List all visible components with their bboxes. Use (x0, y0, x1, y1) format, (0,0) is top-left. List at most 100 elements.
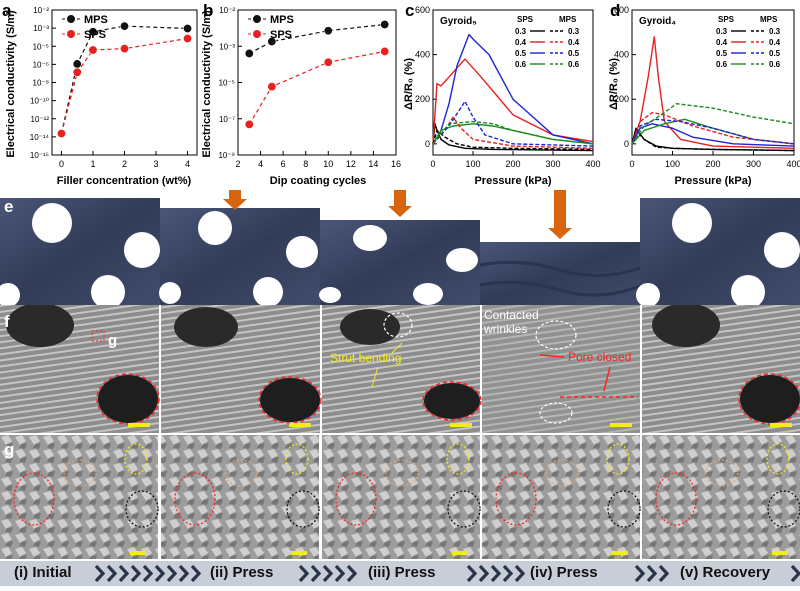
y-tick-label: 10⁻⁵ (219, 79, 235, 88)
stage-press-1: (ii) Press (210, 564, 274, 581)
legend-sps: SPS (84, 29, 106, 41)
legend-sps-marker (67, 30, 75, 38)
x-tick-label: 10 (323, 159, 333, 169)
x-tick-label: 14 (368, 159, 378, 169)
gyroid-press-1 (159, 190, 320, 305)
data-point-MPS (267, 37, 277, 47)
y-tick-label: 200 (614, 94, 629, 104)
data-point-SPS (380, 46, 390, 56)
panel-label-b: b (203, 1, 213, 20)
stage-recovery: (v) Recovery (680, 564, 771, 581)
stage-press-3: (iv) Press (530, 564, 598, 581)
legend-value-mps: 0.5 (769, 49, 781, 58)
x-tick-label: 0 (59, 159, 64, 169)
sem-f-press-1 (161, 305, 322, 433)
f-inset-label: g (108, 332, 117, 349)
chart-c-xlabel: Pressure (kPa) (474, 175, 551, 187)
series-line-MPS-0.4 (432, 116, 594, 150)
chart-c-ylabel: ΔR/R₀ (%) (403, 58, 415, 110)
chart-a: a Electrical conductivity (S/m) Filler c… (2, 1, 198, 187)
series-line-MPS-0.6 (631, 102, 795, 145)
legend-header-sps: SPS (718, 15, 735, 24)
chart-a-xlabel: Filler concentration (wt%) (57, 175, 192, 187)
y-tick-label: 10⁻³ (219, 42, 235, 51)
chart-d: d ΔR/R₀ (%) Pressure (kPa) Gyroid₄ 0 100 2… (608, 1, 800, 187)
data-point-MPS (88, 27, 98, 37)
data-point-MPS (120, 21, 130, 31)
stage-bar (0, 561, 800, 586)
series-line-SPS-0.5 (631, 123, 795, 147)
x-tick-label: 2 (235, 159, 240, 169)
legend-header-sps: SPS (517, 15, 534, 24)
y-tick-label: 400 (415, 50, 430, 60)
legend-value-sps: 0.4 (515, 38, 527, 47)
legend-mps: MPS (84, 14, 108, 26)
legend-value-sps: 0.6 (716, 60, 728, 69)
y-tick-label: 10⁻¹⁵ (30, 151, 49, 160)
series-line-SPS-0.4 (432, 58, 594, 144)
x-tick-label: 1 (90, 159, 95, 169)
legend-value-mps: 0.4 (769, 38, 781, 47)
sem-highmag-row: g (0, 435, 800, 559)
series-line-SPS-0.4 (631, 36, 795, 150)
chart-b-frame (237, 9, 397, 156)
legend-header-mps: MPS (760, 15, 778, 24)
gyroid-initial: e (0, 197, 160, 305)
series-line-SPS (248, 50, 385, 125)
legend-mps-marker (67, 15, 75, 23)
gyroid-press-2 (319, 190, 480, 305)
compression-arrow-2 (388, 190, 412, 217)
x-tick-label: 300 (746, 159, 761, 169)
panel-label-a: a (2, 1, 12, 20)
sem-g-tile-2 (161, 435, 320, 559)
chart-b: b Electrical conductivity (S/m) Dip coat… (201, 1, 401, 187)
legend-value-sps: 0.4 (716, 38, 728, 47)
legend-value-sps: 0.6 (515, 60, 527, 69)
sem-f-press-3: Contacted wrinkles Pore closed (482, 305, 640, 433)
y-tick-label: 10⁻⁶ (33, 60, 49, 69)
y-tick-label: 10⁻³ (33, 24, 49, 33)
series-line-MPS-0.5 (432, 100, 594, 147)
x-tick-label: 200 (505, 159, 520, 169)
x-tick-label: 8 (303, 159, 308, 169)
data-point-MPS (380, 19, 390, 29)
panel-label-g: g (4, 440, 14, 459)
sem-f-press-2: Strut bending (322, 305, 482, 433)
legend-header-mps: MPS (559, 15, 577, 24)
series-line-MPS-0.5 (631, 118, 795, 145)
series-line-SPS-0.5 (432, 33, 594, 145)
x-tick-label: 300 (545, 159, 560, 169)
series-line-MPS (60, 25, 188, 134)
x-tick-label: 200 (705, 159, 720, 169)
x-tick-label: 12 (346, 159, 356, 169)
legend-b-sps: SPS (270, 29, 292, 41)
gyroid-recovery (636, 198, 800, 305)
y-tick-label: 0 (624, 139, 629, 149)
panel-label-d: d (610, 1, 620, 20)
legend-value-mps: 0.3 (769, 27, 781, 36)
chart-b-ylabel: Electrical conductivity (S/m) (201, 10, 213, 158)
scale-bar (128, 423, 150, 427)
x-tick-label: 16 (391, 159, 401, 169)
x-tick-label: 400 (786, 159, 800, 169)
x-tick-label: 3 (154, 159, 159, 169)
chart-d-title: Gyroid₄ (639, 16, 676, 27)
legend-value-mps: 0.6 (769, 60, 781, 69)
legend-value-sps: 0.3 (515, 27, 527, 36)
panel-label-f: f (4, 312, 10, 331)
data-point-MPS (183, 23, 193, 33)
scale-bar (291, 551, 307, 555)
charts-row: a Electrical conductivity (S/m) Filler c… (2, 1, 800, 187)
x-tick-label: 0 (629, 159, 634, 169)
sem-f-initial: g f (0, 305, 160, 433)
data-point-MPS (323, 26, 333, 36)
annotation-contacted-2: wrinkles (483, 322, 527, 336)
legend-b-mps: MPS (270, 14, 294, 26)
x-tick-label: 2 (122, 159, 127, 169)
y-tick-label: 10⁻¹⁴ (30, 133, 50, 142)
chart-d-ylabel: ΔR/R₀ (%) (608, 58, 620, 110)
chart-b-legend: MPS SPS (248, 14, 294, 41)
x-tick-label: 0 (430, 159, 435, 169)
data-point-SPS (244, 119, 254, 129)
data-point-SPS (72, 67, 82, 77)
